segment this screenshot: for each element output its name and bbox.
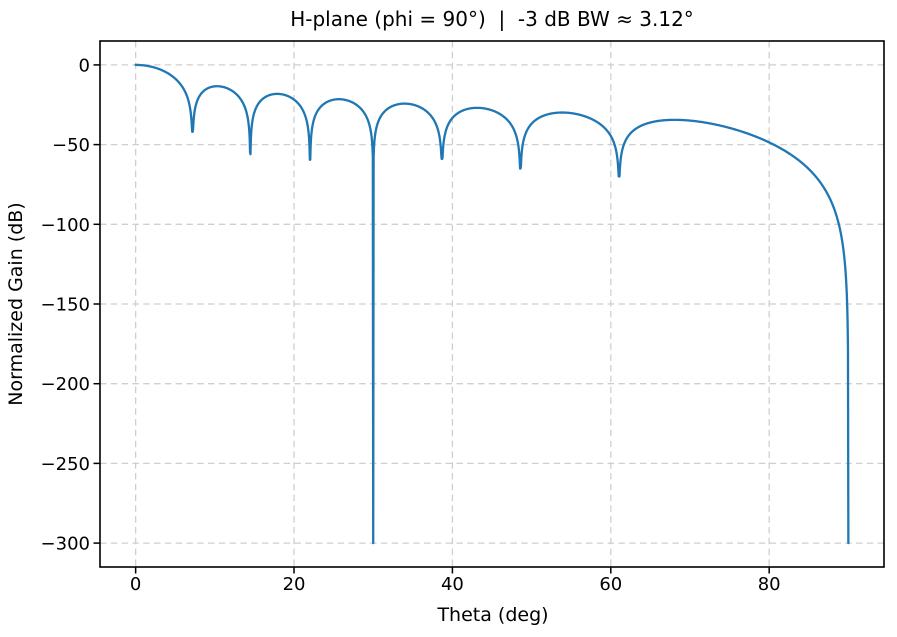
axis-ticks bbox=[93, 64, 770, 574]
y-axis-label: Normalized Gain (dB) bbox=[5, 202, 27, 405]
x-axis-label: Theta (deg) bbox=[436, 604, 548, 626]
y-tick-labels: 0 −50 −100 −150 −200 −250 −300 bbox=[41, 55, 90, 554]
y-tick-label: −300 bbox=[41, 534, 90, 555]
gain-curve bbox=[134, 63, 850, 545]
x-tick-label: 0 bbox=[130, 574, 141, 595]
y-tick-label: −150 bbox=[41, 295, 90, 316]
y-tick-label: −250 bbox=[41, 454, 90, 475]
x-tick-label: 20 bbox=[283, 574, 306, 595]
y-tick-label: 0 bbox=[79, 55, 90, 76]
x-tick-labels: 0 20 40 60 80 bbox=[130, 574, 781, 595]
x-tick-label: 40 bbox=[441, 574, 464, 595]
x-tick-label: 60 bbox=[599, 574, 622, 595]
x-tick-label: 80 bbox=[758, 574, 781, 595]
chart-title: H-plane (phi = 90°) | -3 dB BW ≈ 3.12° bbox=[290, 7, 694, 31]
y-tick-label: −50 bbox=[52, 135, 90, 156]
gridlines bbox=[100, 41, 884, 567]
y-tick-label: −200 bbox=[41, 374, 90, 395]
y-tick-label: −100 bbox=[41, 215, 90, 236]
